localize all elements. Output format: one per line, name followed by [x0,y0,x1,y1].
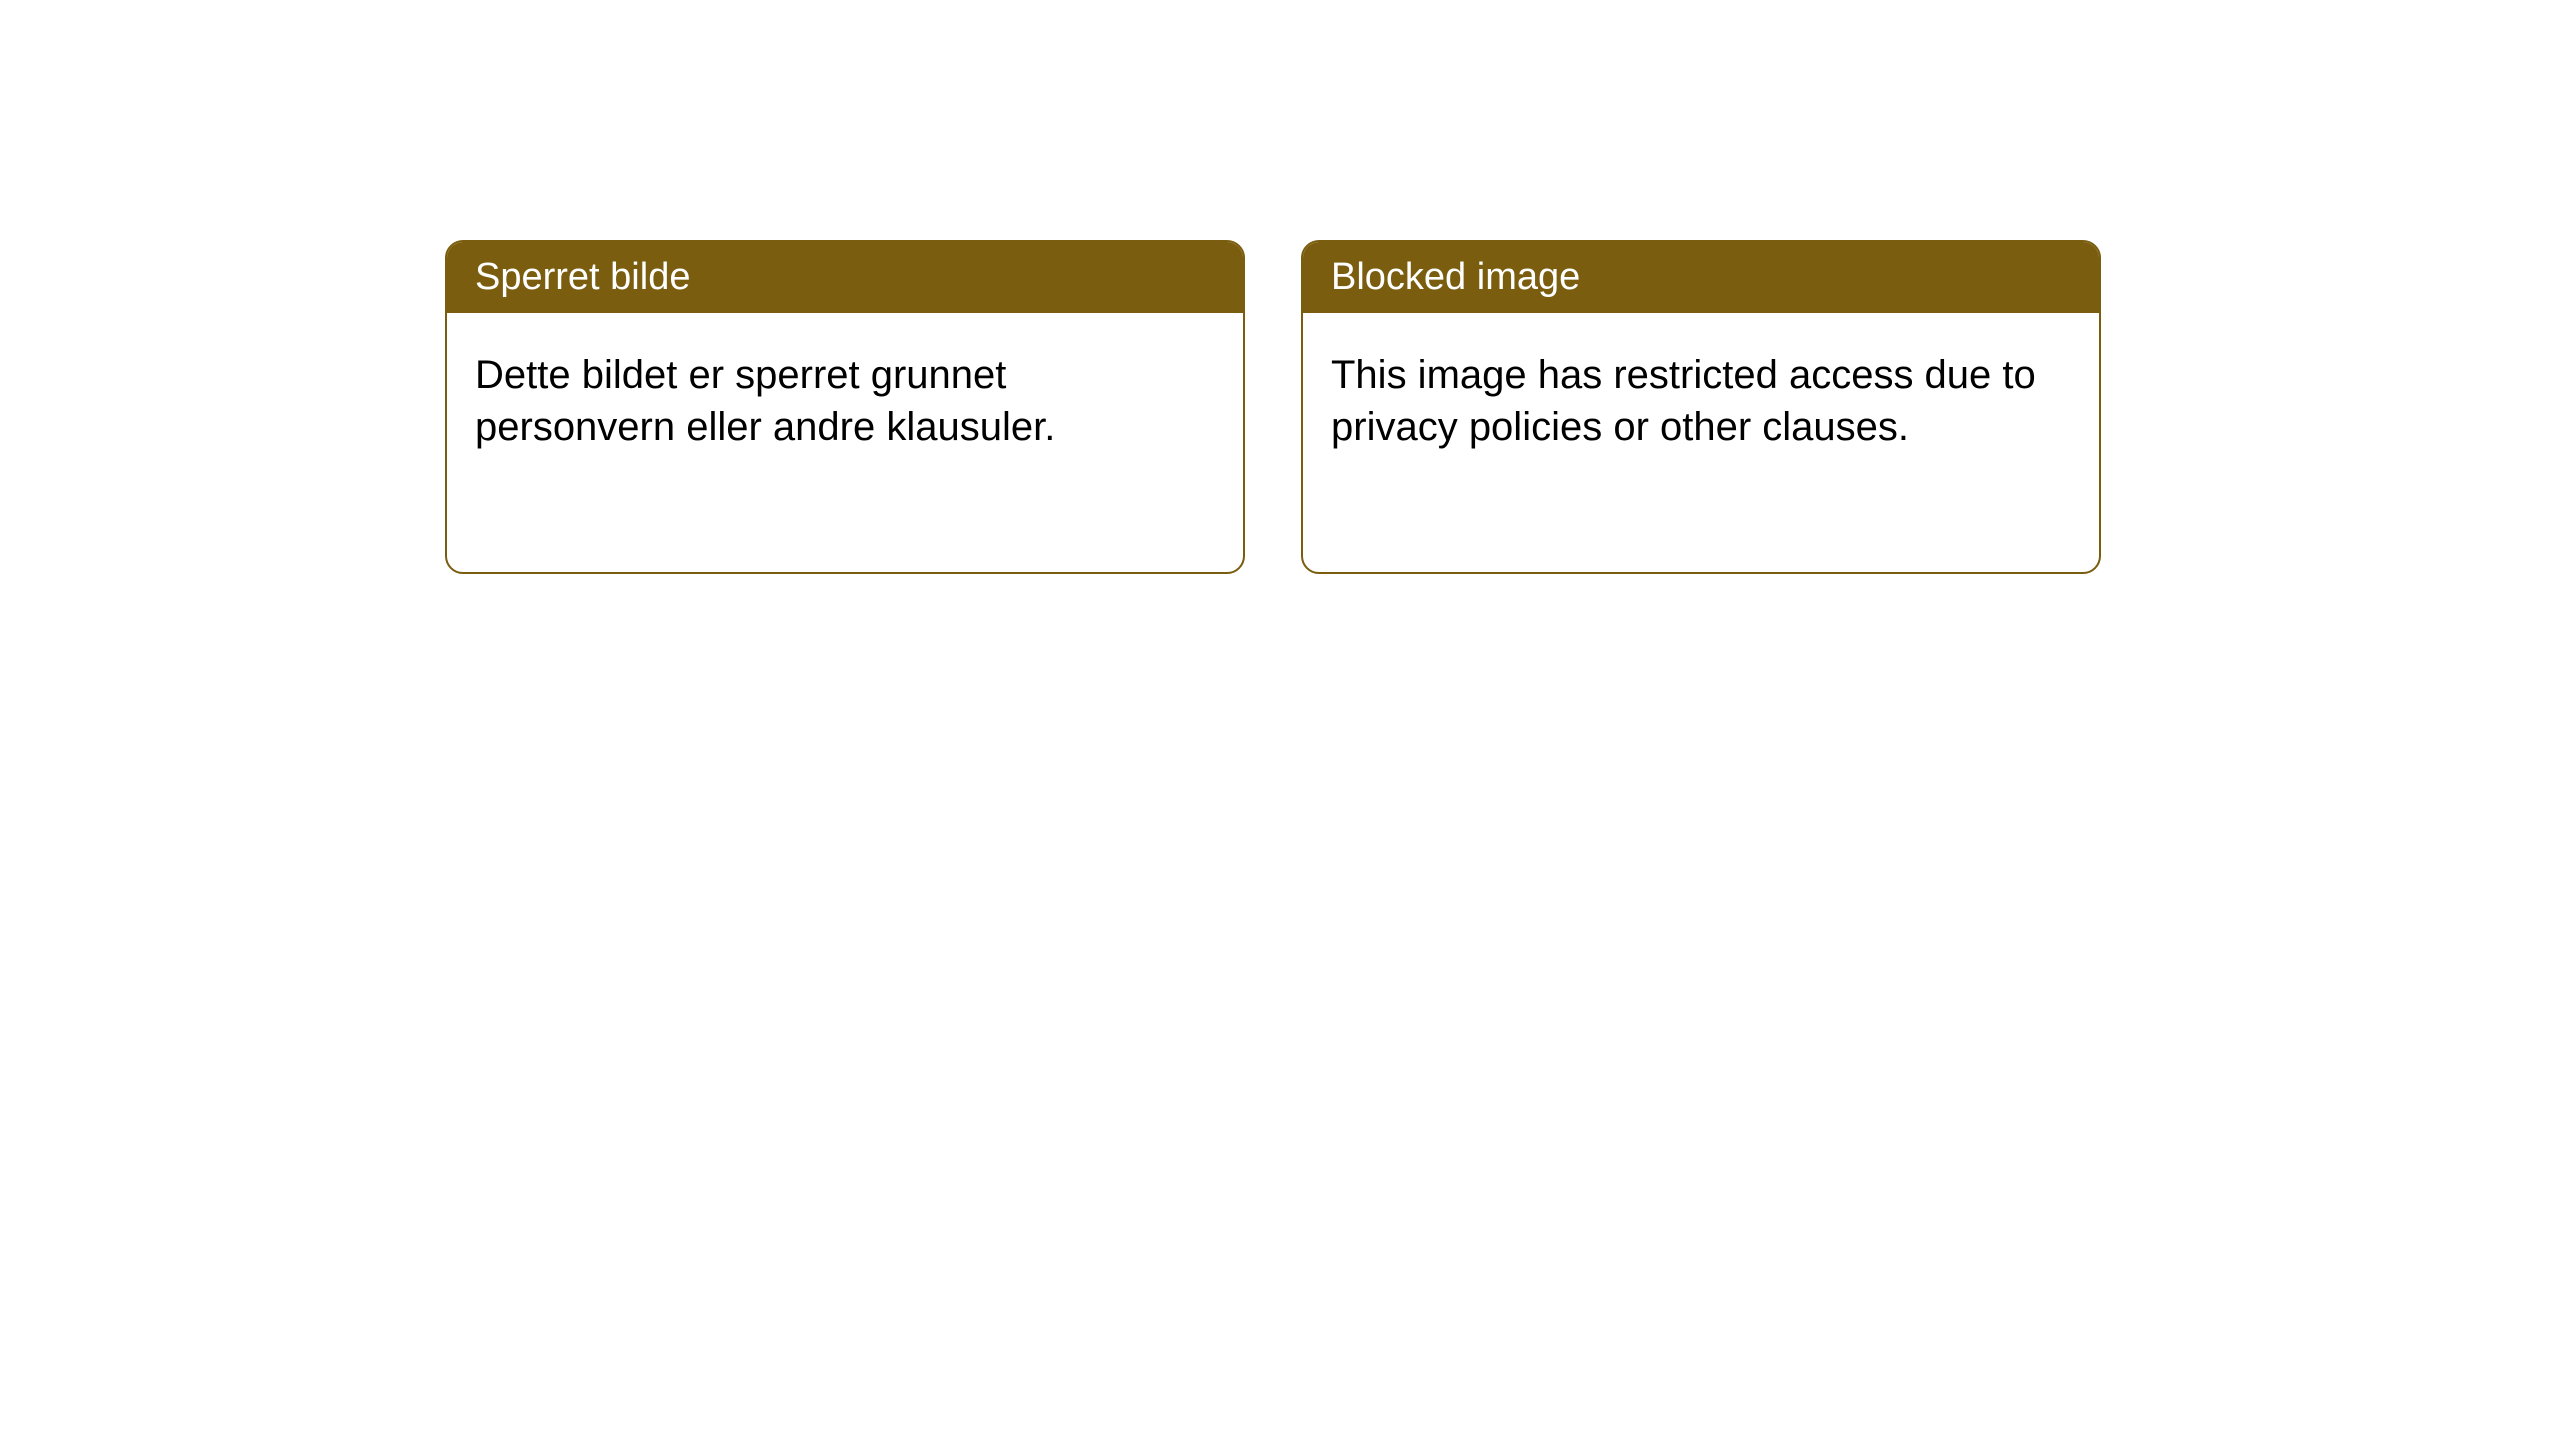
card-title: Blocked image [1331,256,1580,298]
card-body: This image has restricted access due to … [1303,313,2099,489]
notice-cards-container: Sperret bilde Dette bildet er sperret gr… [445,240,2101,574]
card-body-text: Dette bildet er sperret grunnet personve… [475,353,1055,449]
card-header: Blocked image [1303,242,2099,313]
notice-card-norwegian: Sperret bilde Dette bildet er sperret gr… [445,240,1245,574]
notice-card-english: Blocked image This image has restricted … [1301,240,2101,574]
card-title: Sperret bilde [475,256,690,298]
card-body: Dette bildet er sperret grunnet personve… [447,313,1243,489]
card-header: Sperret bilde [447,242,1243,313]
card-body-text: This image has restricted access due to … [1331,353,2036,449]
